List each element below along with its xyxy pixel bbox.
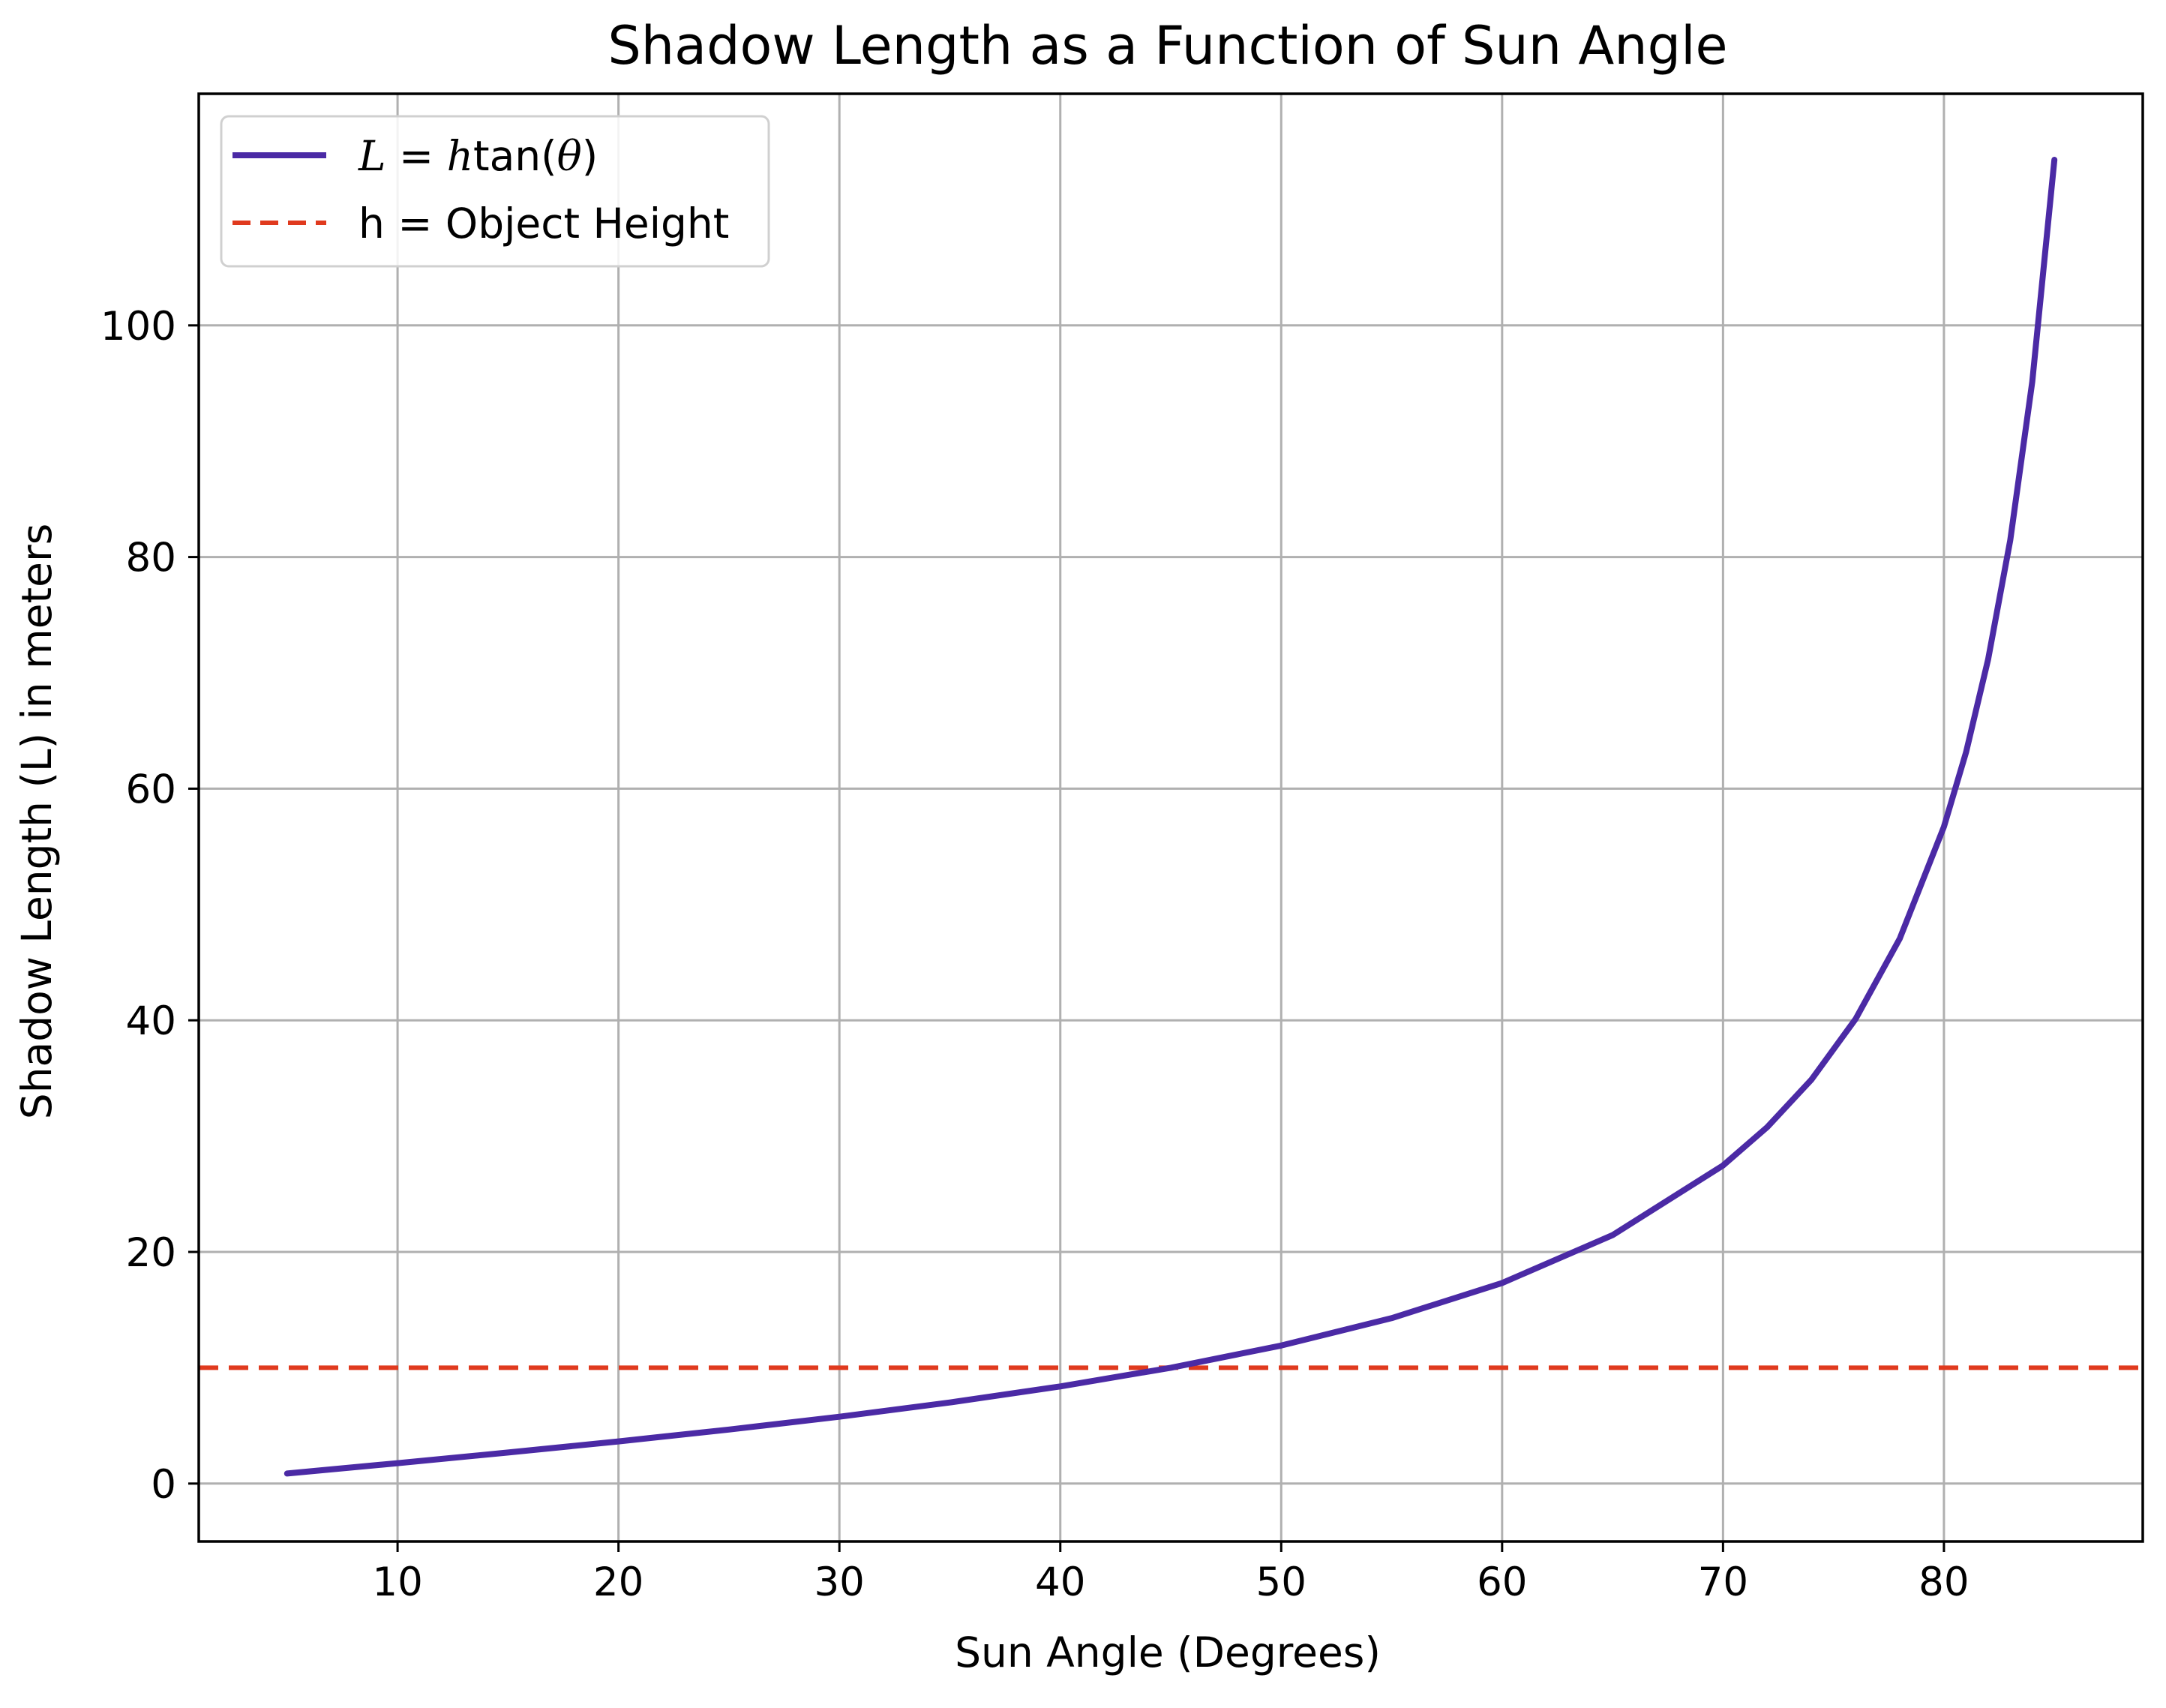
chart-title: Shadow Length as a Function of Sun Angle [608, 15, 1727, 77]
curve-point [1985, 656, 1991, 662]
curve-point [2030, 379, 2036, 385]
y-tick-label: 20 [126, 1230, 176, 1276]
curve-point [2051, 157, 2057, 163]
y-tick-label: 60 [126, 767, 176, 812]
y-tick-label: 0 [151, 1462, 176, 1508]
curve-point [1720, 1163, 1726, 1169]
x-tick-label: 20 [593, 1559, 644, 1605]
x-tick-label: 70 [1698, 1559, 1748, 1605]
x-tick-label: 40 [1035, 1559, 1085, 1605]
legend-label-curve: L = htan(θ) [358, 132, 598, 180]
y-axis-label: Shadow Length (L) in meters [13, 524, 61, 1119]
legend-equals: = [386, 132, 447, 180]
grid [199, 94, 2143, 1541]
plot-area [199, 157, 2143, 1477]
curve-point [394, 1460, 400, 1466]
legend-box [220, 115, 770, 268]
curve-point [1168, 1364, 1174, 1370]
curve-point [2007, 537, 2013, 543]
x-tick-label: 60 [1477, 1559, 1527, 1605]
curve-point [1499, 1280, 1505, 1286]
curve-point [284, 1470, 290, 1476]
curve-point [1808, 1076, 1814, 1082]
curve-point [946, 1400, 952, 1406]
shadow-length-curve [284, 157, 2058, 1477]
curve-point [616, 1439, 622, 1445]
curve-point [1389, 1315, 1395, 1321]
curve-point [1610, 1232, 1616, 1238]
legend-close-paren: ) [582, 132, 598, 180]
legend: L = htan(θ) h = Object Height [220, 115, 770, 268]
y-tick-label: 100 [100, 304, 176, 350]
curve-point [1963, 749, 1969, 755]
legend-var-L: L [358, 132, 386, 180]
curve-point [836, 1414, 842, 1420]
curve-point [1852, 1016, 1858, 1022]
x-axis-label: Sun Angle (Degrees) [955, 1628, 1381, 1676]
curve-point [1058, 1383, 1064, 1389]
y-tick-label: 40 [126, 998, 176, 1044]
x-tick-label: 10 [372, 1559, 422, 1605]
x-tick-label: 30 [814, 1559, 864, 1605]
curve-point [1278, 1343, 1284, 1349]
curve-point [1764, 1124, 1770, 1130]
curve-point [1897, 935, 1903, 941]
legend-var-h: h [447, 132, 473, 180]
legend-func-tan: tan( [473, 132, 557, 180]
plot-frame [197, 92, 2144, 1543]
curve-point [1941, 824, 1947, 830]
curve-point [505, 1449, 511, 1455]
curve-point [726, 1427, 732, 1433]
axis-ticks: 10 20 30 40 50 60 70 80 0 20 40 60 80 100 [100, 304, 1970, 1605]
x-tick-label: 50 [1256, 1559, 1306, 1605]
legend-var-theta: θ [557, 132, 582, 180]
x-tick-label: 80 [1918, 1559, 1969, 1605]
y-tick-label: 80 [126, 536, 176, 581]
legend-label-height: h = Object Height [358, 200, 729, 248]
